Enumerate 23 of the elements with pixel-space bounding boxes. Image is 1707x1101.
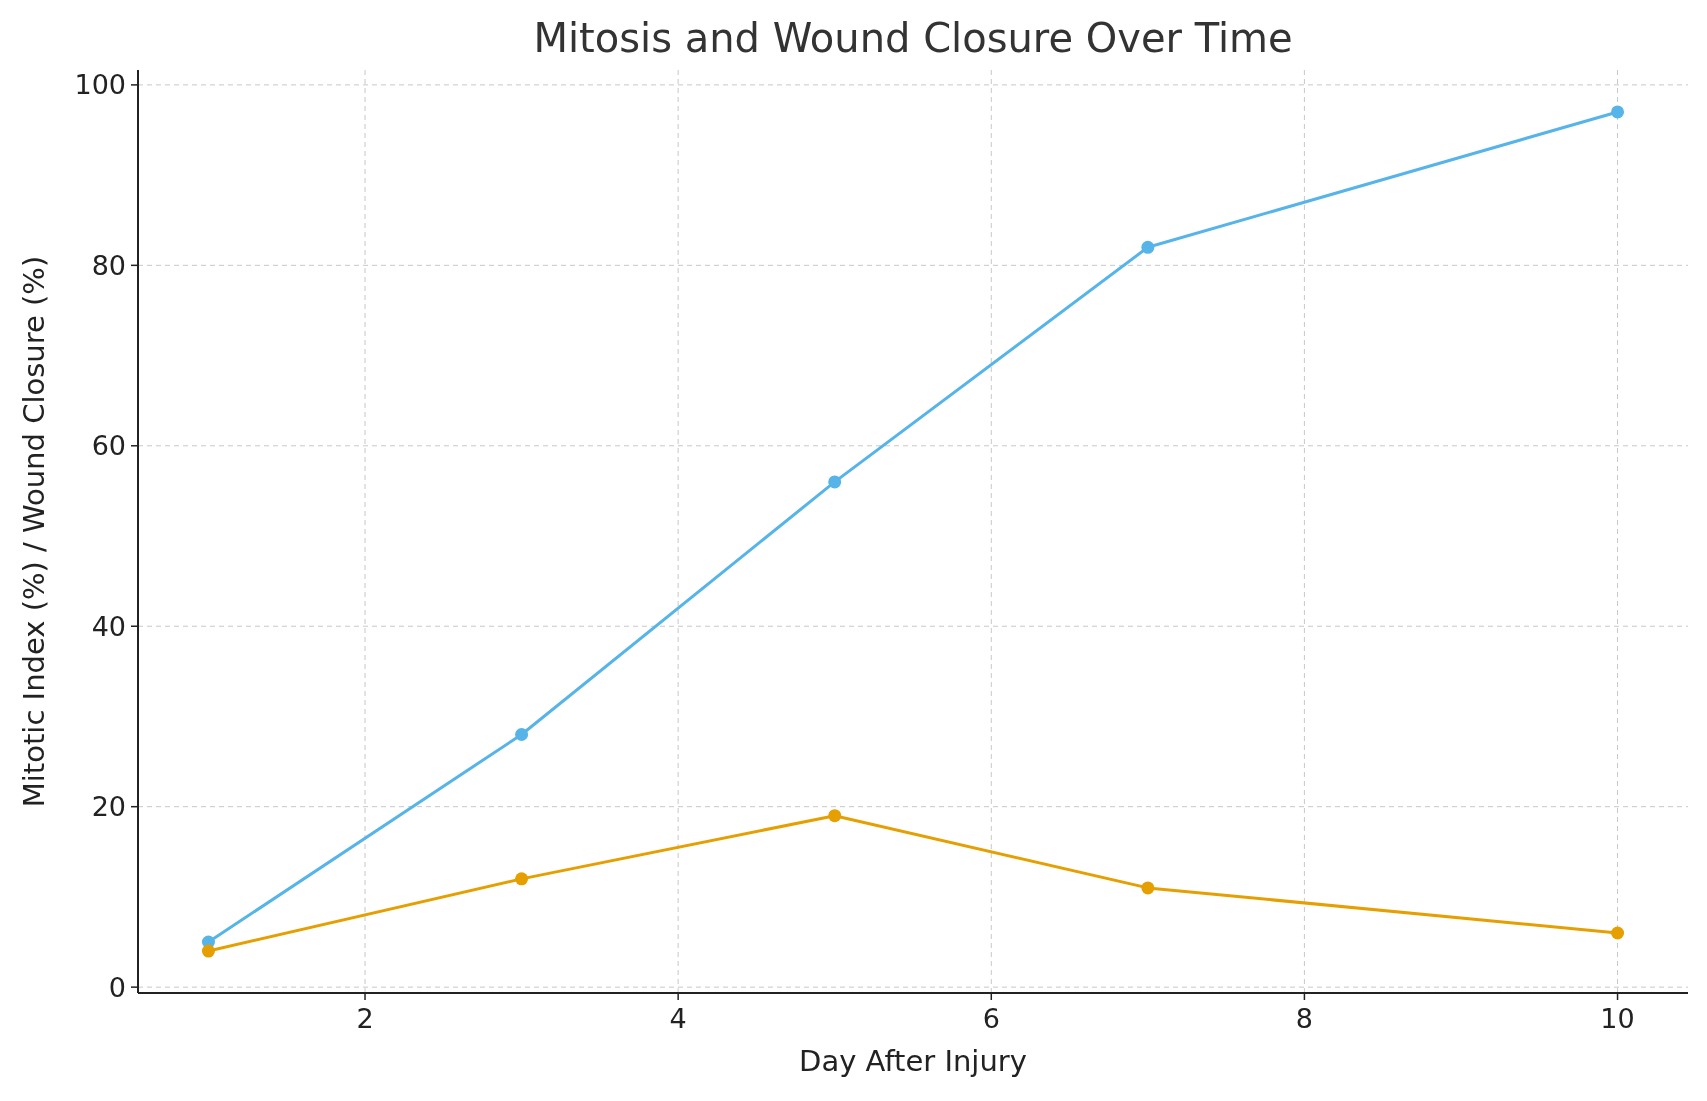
point [201, 944, 215, 958]
y-tick-label: 100 [74, 69, 126, 101]
y-tick-label: 0 [108, 971, 126, 1003]
point [828, 809, 842, 823]
x-tick-label: 6 [982, 1003, 1000, 1034]
point [1141, 881, 1155, 895]
y-tick-label: 40 [91, 610, 126, 642]
y-axis-title: Mitotic Index (%) / Wound Closure (%) [17, 255, 51, 808]
point [1611, 926, 1625, 940]
x-tick-label: 8 [1295, 1003, 1314, 1034]
point [828, 475, 842, 489]
x-axis-title: Day After Injury [799, 1044, 1027, 1078]
x-tick-label: 10 [1600, 1003, 1635, 1034]
y-tick-label: 20 [91, 791, 126, 823]
x-tick-label: 4 [669, 1003, 687, 1034]
point [515, 728, 529, 742]
point [1611, 105, 1625, 119]
y-tick-label: 80 [91, 249, 126, 281]
point [515, 872, 529, 886]
y-tick-label: 60 [91, 430, 126, 462]
x-tick-label: 2 [356, 1003, 374, 1034]
chart-title: Mitosis and Wound Closure Over Time [533, 15, 1293, 61]
point [1141, 240, 1155, 254]
